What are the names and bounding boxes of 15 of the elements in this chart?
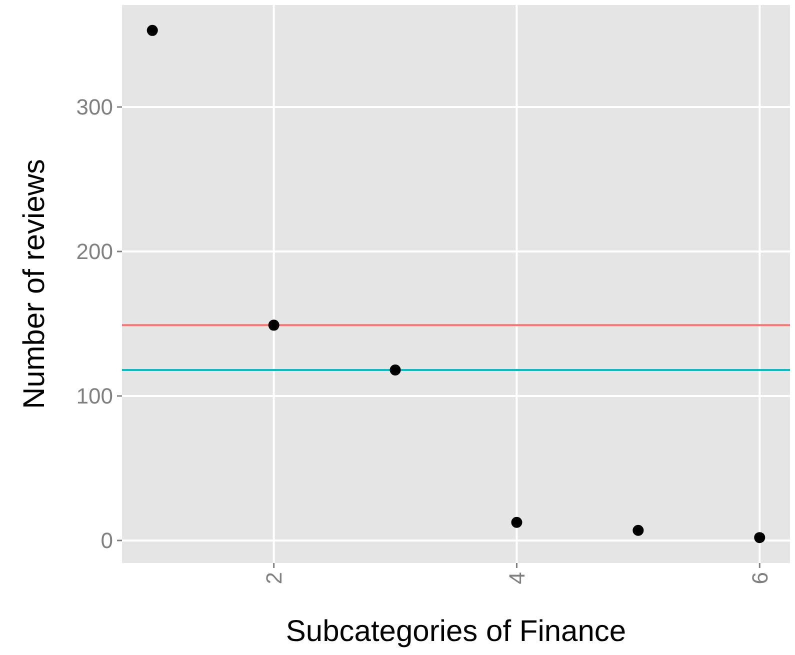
- y-tick-label: 200: [76, 239, 113, 264]
- point: [511, 516, 522, 528]
- x-tick-label: 2: [262, 572, 287, 584]
- point: [632, 524, 644, 536]
- x-axis-title: Subcategories of Finance: [286, 615, 626, 648]
- point: [146, 24, 158, 36]
- x-tick-label: 6: [747, 572, 772, 584]
- y-tick-label: 100: [76, 384, 113, 409]
- point: [390, 364, 401, 376]
- y-tick-label: 0: [100, 528, 113, 554]
- y-axis-title: Number of reviews: [18, 158, 51, 410]
- point: [268, 320, 280, 331]
- y-tick-label: 300: [76, 94, 113, 120]
- point: [754, 532, 766, 544]
- x-tick-label: 4: [504, 572, 530, 584]
